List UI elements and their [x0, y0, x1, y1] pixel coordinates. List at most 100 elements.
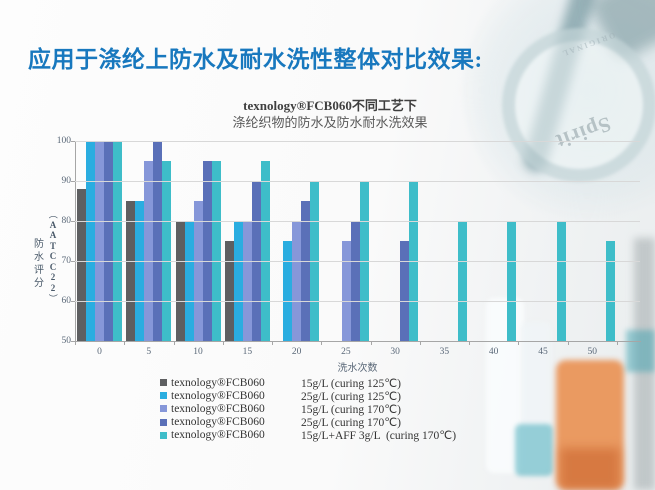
y-axis-title-char: T	[49, 240, 56, 251]
bar-chart: texnology®FCB060不同工艺下 涤纶织物的防水及防水耐水洗效果 防水…	[10, 92, 650, 462]
bar-series5-x40	[507, 221, 517, 341]
bar-series3-x15	[242, 221, 252, 341]
bar-series1-x15	[224, 241, 234, 341]
bar-series2-x15	[233, 221, 243, 341]
legend-product-label: texnology®FCB060	[171, 429, 265, 442]
x-tick-mark-2	[173, 342, 175, 345]
y-tick-label-100: 100	[56, 136, 71, 146]
bar-series5-x0	[113, 141, 123, 341]
bar-series2-x20	[283, 241, 293, 341]
legend-item-2: texnology®FCB060 25g/L (curing 125℃)	[160, 389, 456, 403]
y-axis-title-char: 防	[34, 239, 44, 250]
x-tick-mark-5	[321, 342, 323, 345]
legend-item-5: texnology®FCB060 15g/L+AFF 3g/L (curing 1…	[160, 429, 456, 442]
bar-series5-x35	[458, 221, 468, 341]
y-tick-mark-70	[71, 261, 75, 262]
bar-series4-x30	[399, 241, 409, 341]
bar-series5-x5	[162, 161, 172, 341]
x-tick-mark-0	[75, 342, 76, 345]
legend-product-label: texnology®FCB060	[171, 402, 265, 415]
y-axis-title-aatcc: （A A T C C 2 2）	[47, 209, 59, 304]
bar-series5-x15	[260, 161, 270, 341]
y-tick-mark-100	[71, 141, 75, 142]
y-tick-mark-90	[71, 181, 75, 182]
legend-condition-label: 15g/L+AFF 3g/L (curing 170℃)	[301, 430, 457, 443]
x-tick-mark-8	[469, 342, 471, 345]
gridline-90	[75, 181, 640, 182]
y-tick-label-90: 90	[61, 176, 72, 186]
bar-series4-x20	[301, 201, 311, 341]
bar-series1-x10	[175, 221, 185, 341]
bar-series3-x5	[144, 161, 154, 341]
slide-title: 应用于涤纶上防水及耐水洗性整体对比效果:	[28, 47, 483, 72]
legend-swatch-icon	[160, 379, 167, 387]
x-axis-title: 洗水次数	[337, 363, 378, 374]
x-tick-label-30: 30	[390, 347, 400, 357]
x-tick-mark-6	[370, 342, 372, 345]
x-tick-label-35: 35	[439, 347, 450, 357]
y-axis-title-char: 评	[34, 265, 44, 276]
chart-title-line2: 涤纶织物的防水及防水耐水洗效果	[232, 115, 428, 130]
teal-item-image	[626, 330, 655, 372]
legend-condition-label: 15g/L (curing 170℃)	[301, 403, 401, 416]
bar-series5-x45	[556, 221, 566, 341]
x-tick-mark-1	[124, 342, 126, 345]
bar-series3-x0	[95, 141, 105, 341]
bar-series3-x25	[341, 241, 351, 341]
y-axis-title-char: C	[49, 251, 57, 261]
bar-series5-x10	[211, 161, 221, 341]
y-tick-label-70: 70	[61, 256, 72, 266]
orange-device-shadow	[560, 448, 620, 490]
legend-swatch-icon	[160, 392, 167, 400]
bar-series1-x5	[126, 201, 136, 341]
bar-series4-x25	[350, 221, 360, 341]
legend-item-4: texnology®FCB060 25g/L (curing 170℃)	[160, 416, 456, 429]
y-axis-title-char: 2	[50, 272, 56, 282]
legend-item-3: texnology®FCB060 15g/L (curing 170℃)	[160, 402, 456, 416]
y-axis-title-char: C	[49, 261, 57, 272]
x-tick-label-5: 5	[146, 347, 152, 357]
legend-swatch-icon	[160, 405, 167, 413]
x-tick-label-45: 45	[538, 347, 548, 357]
x-tick-mark-7	[419, 342, 421, 345]
legend-product-label: texnology®FCB060	[171, 376, 265, 389]
y-tick-mark-60	[71, 301, 75, 302]
x-tick-mark-4	[272, 342, 274, 345]
legend-condition-label: 25g/L (curing 170℃)	[301, 417, 401, 430]
bar-series4-x10	[202, 161, 212, 341]
legend-product-label: texnology®FCB060	[171, 389, 265, 402]
y-tick-label-80: 80	[61, 216, 72, 226]
x-tick-label-25: 25	[341, 347, 351, 357]
bar-series1-x0	[77, 189, 87, 341]
x-tick-label-10: 10	[193, 347, 203, 357]
x-tick-mark-11	[617, 342, 618, 345]
legend-product-label: texnology®FCB060	[171, 416, 265, 429]
bar-series5-x50	[605, 241, 615, 341]
bar-series2-x0	[86, 141, 96, 341]
x-tick-label-0: 0	[97, 347, 102, 357]
x-tick-label-50: 50	[587, 347, 597, 357]
bar-series4-x5	[153, 141, 163, 341]
y-axis-title-char: A	[49, 219, 57, 230]
y-tick-label-50: 50	[61, 336, 72, 346]
legend-swatch-icon	[160, 418, 167, 426]
x-tick-label-40: 40	[488, 347, 499, 357]
bar-series2-x5	[135, 201, 145, 341]
gridline-80	[75, 221, 640, 222]
x-tick-mark-10	[567, 342, 569, 345]
y-tick-mark-50	[71, 341, 75, 342]
y-axis-title-char: 分	[34, 278, 44, 289]
bar-series2-x10	[184, 221, 194, 341]
legend-item-1: texnology®FCB060 15g/L (curing 125℃)	[160, 376, 456, 390]
bars-layer	[75, 141, 617, 341]
x-tick-label-15: 15	[242, 347, 253, 357]
bar-series3-x10	[193, 201, 203, 341]
legend: texnology®FCB060 15g/L (curing 125℃) texno…	[160, 376, 456, 442]
gridline-100	[75, 141, 640, 142]
y-axis-line	[75, 141, 76, 345]
x-tick-mark-3	[222, 342, 224, 345]
x-tick-mark-9	[518, 342, 520, 345]
legend-condition-label: 15g/L (curing 125℃)	[301, 377, 401, 390]
chart-title-line1: texnology®FCB060不同工艺下	[243, 98, 417, 113]
